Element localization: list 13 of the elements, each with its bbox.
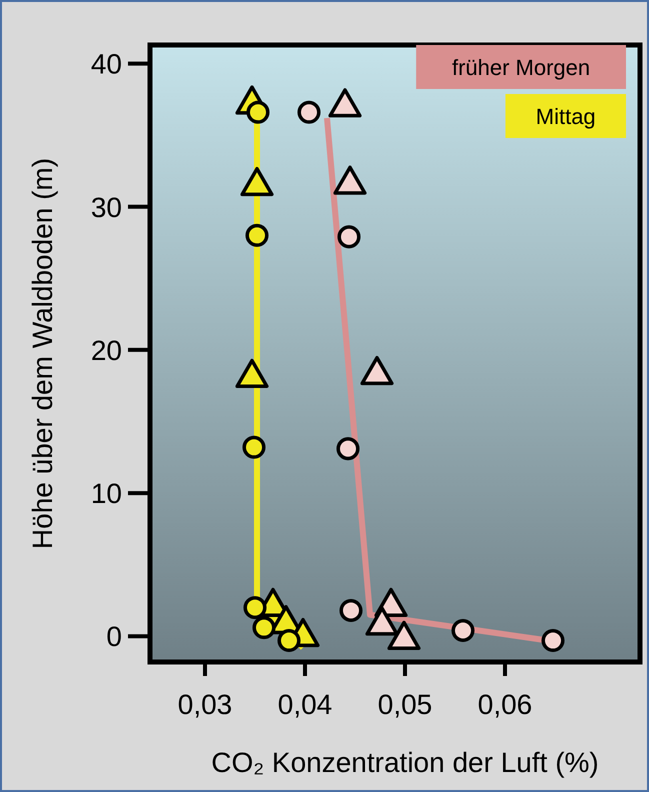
- x-tick-label: 0,06: [478, 689, 532, 720]
- y-tick-label: 10: [90, 478, 122, 510]
- x-tick-label: 0,05: [378, 689, 432, 720]
- x-tick-label: 0,04: [278, 689, 332, 720]
- text: früher Morgen: [452, 55, 590, 80]
- y-axis-title: Höhe über dem Waldboden (m): [27, 158, 58, 550]
- y-tick-label: 30: [90, 192, 122, 223]
- x-tick-label: 0,03: [178, 689, 232, 720]
- y-tick-label: 40: [90, 48, 122, 80]
- y-tick-label: 0: [106, 621, 122, 652]
- text: Mittag: [536, 104, 596, 129]
- y-tick-label: 20: [90, 334, 122, 366]
- x-axis-title: CO₂ Konzentration der Luft (%): [211, 747, 599, 778]
